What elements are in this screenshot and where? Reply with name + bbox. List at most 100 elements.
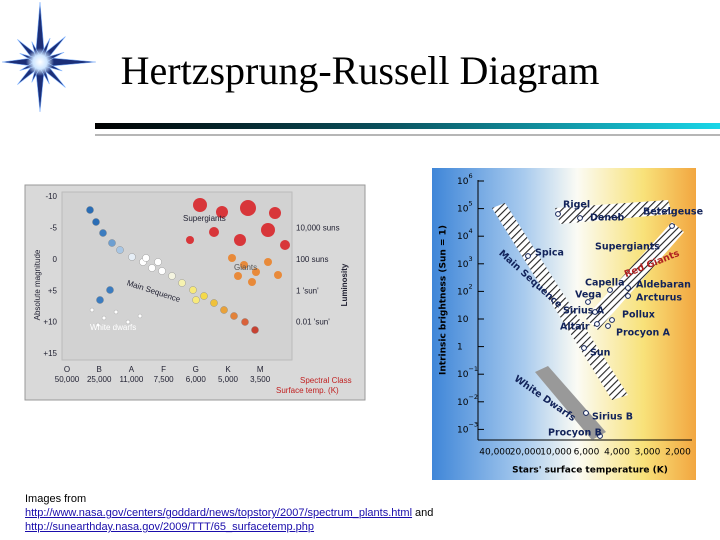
supergiant-dot	[234, 234, 246, 246]
left-region-label: Giants	[234, 263, 257, 272]
tick-base: 10	[457, 315, 469, 325]
left-luminosity-label: 100 suns	[296, 255, 328, 264]
star-label: Rigel	[563, 200, 590, 211]
giant-dot	[252, 268, 260, 276]
left-y-tick-label: +15	[43, 349, 57, 358]
left-temp-label: 3,500	[250, 375, 271, 384]
main-sequence-band	[492, 203, 628, 400]
left-class-label: B	[97, 365, 102, 374]
source-link[interactable]: http://www.nasa.gov/centers/goddard/news…	[25, 507, 413, 519]
star-dot	[241, 318, 249, 326]
star-marker	[594, 321, 600, 327]
dwarf-dot	[113, 309, 119, 315]
left-temp-label: 6,000	[186, 375, 207, 384]
tick-exponent: −1	[468, 365, 478, 373]
giant-dot	[264, 258, 272, 266]
supergiant-dot	[216, 206, 228, 218]
right-x-tick-label: 10,000	[540, 448, 572, 458]
dwarf-dot	[101, 315, 107, 321]
star-dot	[99, 229, 107, 237]
source-link[interactable]: http://sunearthday.nasa.gov/2009/TTT/65_…	[25, 521, 315, 533]
right-y-tick-label: 1	[457, 342, 463, 352]
left-class-label: O	[64, 365, 70, 374]
star-dot	[220, 306, 228, 314]
star-dot	[230, 312, 238, 320]
left-y-title: Absolute magnitude	[33, 249, 42, 320]
left-temp-label: 11,000	[119, 375, 143, 384]
right-y-tick-label: 106	[457, 172, 473, 187]
left-region-label: White dwarfs	[90, 323, 136, 332]
right-x-tick-label: 2,000	[665, 448, 691, 458]
giant-dot	[240, 261, 248, 269]
left-temp-title: Surface temp. (K)	[276, 386, 339, 395]
star-marker	[669, 223, 675, 229]
supergiant-dot	[261, 223, 275, 237]
star-dot	[96, 296, 104, 304]
star-label: Betelgeuse	[643, 207, 703, 218]
right-x-tick-label: 20,000	[510, 448, 542, 458]
star-label: Capella	[585, 278, 625, 289]
star-dot	[86, 206, 94, 214]
left-plot-area	[61, 191, 293, 361]
left-temp-label: 5,000	[218, 375, 239, 384]
tick-base: 10	[457, 204, 469, 214]
dwarf-dot	[89, 307, 95, 313]
tick-base: 10	[457, 232, 469, 242]
left-y-tick-label: -5	[50, 224, 58, 233]
caption-joiner: and	[415, 507, 434, 519]
star-marker	[607, 287, 613, 293]
star-label: Vega	[575, 290, 602, 301]
star-label: Arcturus	[636, 293, 682, 304]
left-y-tick-label: 0	[53, 255, 58, 264]
star-dot	[108, 239, 116, 247]
right-x-tick-label: 6,000	[574, 448, 600, 458]
left-spectral-title: Spectral Class	[300, 376, 352, 385]
right-x-tick-label: 4,000	[604, 448, 630, 458]
tick-exponent: 5	[468, 200, 472, 208]
star-marker	[583, 410, 589, 416]
star-marker	[605, 323, 611, 329]
giant-dot	[248, 278, 256, 286]
supergiant-dot	[193, 198, 207, 212]
tick-exponent: 2	[468, 282, 472, 290]
white-dwarf-band	[535, 366, 606, 440]
caption-prefix: Images from	[25, 493, 87, 505]
right-y-tick-label: 10	[457, 315, 469, 325]
star-label: Spica	[535, 248, 564, 259]
star-dot	[154, 258, 162, 266]
dwarf-dot	[137, 313, 143, 319]
supergiant-dot	[280, 240, 290, 250]
star-marker	[555, 211, 561, 217]
left-y-tick-label: -10	[45, 192, 57, 201]
right-x-tick-label: 40,000	[479, 448, 511, 458]
star-marker	[625, 285, 631, 291]
left-class-label: F	[161, 365, 166, 374]
star-dot	[128, 253, 136, 261]
left-luminosity-label: 1 'sun'	[296, 286, 319, 295]
right-x-title: Stars' surface temperature (K)	[512, 466, 668, 476]
left-y-tick-label: +10	[43, 318, 57, 327]
tick-base: 1	[457, 342, 463, 352]
tick-exponent: −3	[468, 420, 478, 428]
star-dot	[251, 326, 259, 334]
star-label: Procyon A	[616, 328, 671, 339]
star-dot	[92, 218, 100, 226]
tick-base: 10	[457, 287, 469, 297]
star-label: Sun	[590, 348, 611, 359]
left-temp-label: 25,000	[87, 375, 112, 384]
star-label: Altair	[560, 322, 590, 333]
dwarf-dot	[95, 322, 101, 328]
star-marker	[525, 253, 531, 259]
left-class-label: G	[193, 365, 199, 374]
slide-title: Hertzsprung-Russell Diagram	[121, 48, 600, 93]
star-dot	[200, 292, 208, 300]
left-axis-labels: -10 -5 0 +5 +10 +15 10,000 suns 100 suns 1 'sun'…	[43, 192, 339, 384]
star-label: Deneb	[590, 213, 625, 224]
title-rule	[95, 123, 720, 129]
left-luminosity-title: Luminosity	[340, 263, 349, 306]
tick-base: 10	[457, 370, 469, 380]
star-dot	[168, 272, 176, 280]
tick-exponent: −2	[468, 393, 478, 401]
left-y-tick-label: +5	[48, 286, 58, 295]
